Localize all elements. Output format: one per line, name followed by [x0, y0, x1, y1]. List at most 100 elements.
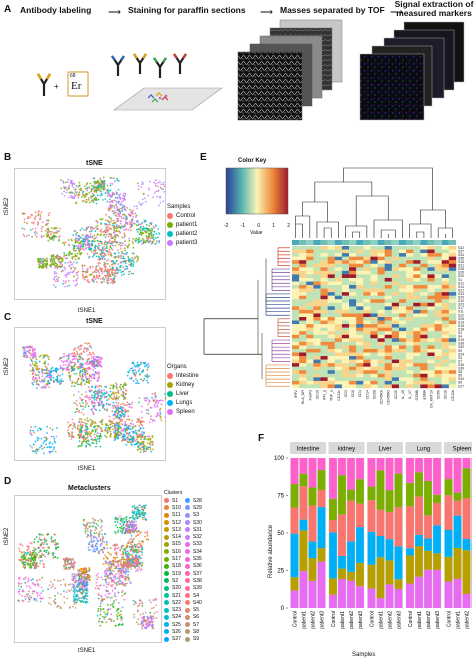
tsne-point	[138, 201, 140, 204]
tsne-point	[68, 273, 71, 276]
tsne-point	[121, 225, 123, 228]
tsne-point	[87, 199, 90, 201]
tsne-point	[114, 275, 117, 277]
tsne-point	[105, 403, 108, 405]
tsne-point	[96, 392, 98, 394]
tsne-point	[94, 436, 96, 439]
tsne-point	[40, 539, 43, 541]
tsne-point	[44, 262, 46, 265]
tsne-point	[48, 376, 51, 378]
tsne-point	[71, 382, 74, 385]
tsne-point	[33, 217, 36, 219]
tsne-point	[103, 185, 106, 188]
tsne-point	[86, 373, 89, 375]
tsne-point	[109, 246, 112, 249]
tsne-point	[44, 387, 47, 389]
tsne-point	[146, 538, 149, 541]
tsne-point	[51, 261, 54, 264]
tsne-point	[115, 234, 118, 237]
tsne-point	[129, 209, 131, 211]
tsne-point	[113, 411, 116, 413]
tsne-point	[133, 257, 136, 260]
tsne-point	[124, 410, 127, 412]
legend-swatch	[167, 399, 173, 406]
tsne-point	[63, 190, 65, 193]
tsne-point	[79, 431, 81, 434]
tsne-point	[124, 430, 127, 433]
panel-b-title: tSNE	[86, 160, 103, 167]
tsne-point	[27, 551, 29, 554]
tsne-point	[94, 197, 96, 200]
tsne-point	[99, 266, 101, 269]
tsne-point	[123, 192, 125, 195]
tsne-point	[29, 445, 32, 447]
tsne-point	[144, 241, 147, 244]
tsne-point	[146, 626, 148, 629]
tsne-point	[100, 180, 102, 182]
tsne-point	[74, 382, 77, 385]
tsne-point	[103, 264, 106, 266]
tsne-point	[41, 379, 43, 382]
tsne-point	[92, 548, 95, 551]
tsne-point	[71, 427, 74, 430]
tsne-point	[102, 407, 104, 409]
tsne-point	[140, 506, 143, 508]
tsne-point	[115, 573, 118, 575]
tsne-point	[91, 400, 94, 403]
tsne-point	[17, 591, 20, 593]
tsne-point	[31, 450, 34, 452]
tsne-point	[149, 446, 151, 449]
tsne-point	[72, 361, 74, 364]
tsne-point	[73, 193, 76, 195]
tsne-point	[92, 550, 94, 553]
tsne-point	[88, 541, 91, 544]
tsne-point	[87, 236, 90, 239]
tsne-point	[88, 191, 91, 194]
tsne-point	[105, 213, 107, 216]
tsne-point	[43, 436, 46, 439]
tsne-point	[60, 179, 62, 181]
tsne-point	[45, 369, 48, 372]
tsne-point	[139, 419, 141, 422]
tsne-point	[67, 589, 70, 592]
tsne-point	[100, 358, 103, 360]
tsne-point	[71, 239, 73, 242]
arrow-icon: ⟶	[260, 7, 273, 17]
tsne-point	[110, 396, 113, 399]
tsne-point	[71, 431, 73, 433]
tsne-point	[80, 567, 82, 570]
tsne-point	[102, 248, 104, 250]
tsne-point	[85, 524, 88, 527]
tsne-point	[91, 430, 93, 433]
panel-d-title: Metaclusters	[68, 485, 111, 492]
tsne-point	[88, 351, 91, 354]
tsne-point	[88, 522, 90, 524]
tsne-point	[74, 249, 77, 252]
tsne-point	[46, 425, 48, 428]
tsne-point	[80, 405, 83, 408]
panel-b-legend: Samples Control patient1 patient2 patient3	[167, 204, 197, 247]
tsne-point	[33, 563, 36, 566]
tsne-point	[76, 366, 79, 368]
tsne-point	[92, 377, 95, 380]
tsne-point	[98, 531, 101, 533]
tsne-point	[140, 448, 142, 451]
tsne-point	[77, 597, 80, 600]
tsne-point	[130, 535, 133, 537]
tsne-point	[97, 540, 100, 543]
tsne-point	[62, 241, 64, 244]
tsne-point	[47, 222, 49, 225]
tsne-point	[103, 584, 105, 587]
tsne-point	[78, 383, 80, 386]
tsne-point	[119, 266, 122, 269]
tsne-point	[111, 280, 114, 282]
tsne-point	[37, 259, 40, 262]
tsne-point	[136, 231, 139, 233]
tsne-point	[47, 214, 50, 217]
tsne-point	[105, 436, 108, 438]
tsne-point	[124, 249, 127, 252]
tsne-point	[135, 255, 138, 257]
tsne-point	[85, 445, 87, 448]
tsne-point	[70, 194, 72, 197]
tsne-point	[82, 380, 85, 382]
